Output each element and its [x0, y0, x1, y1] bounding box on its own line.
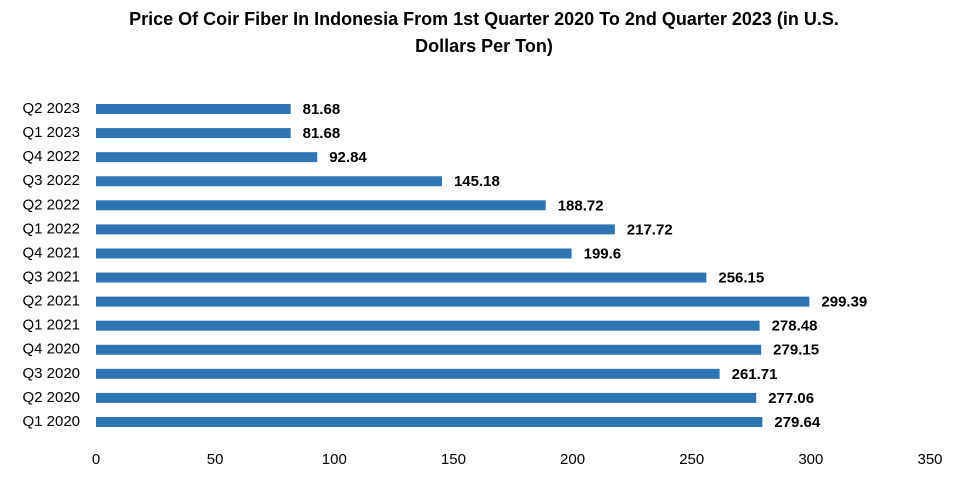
- y-tick-label: Q2 2021: [22, 293, 80, 310]
- bar: [96, 152, 318, 163]
- value-label: 261.71: [732, 366, 778, 383]
- y-tick-label: Q3 2022: [22, 172, 80, 189]
- x-tick-label: 350: [917, 451, 942, 468]
- value-label: 277.06: [768, 390, 814, 407]
- y-tick-label: Q1 2020: [22, 413, 80, 430]
- bar: [96, 224, 615, 235]
- value-label: 278.48: [772, 318, 818, 335]
- bar: [96, 104, 291, 114]
- y-tick-label: Q3 2020: [22, 365, 80, 382]
- y-tick-label: Q4 2020: [22, 341, 80, 358]
- bar: [96, 368, 720, 379]
- value-label: 279.15: [773, 342, 819, 359]
- x-tick-label: 200: [560, 451, 585, 468]
- y-tick-label: Q2 2023: [22, 100, 80, 117]
- bar: [96, 128, 291, 139]
- value-label: 299.39: [821, 294, 867, 311]
- bar: [96, 272, 707, 283]
- value-label: 81.68: [303, 101, 341, 118]
- y-tick-label: Q1 2022: [22, 220, 80, 237]
- value-label: 217.72: [627, 221, 673, 238]
- value-label: 145.18: [454, 173, 500, 190]
- y-tick-label: Q4 2022: [22, 148, 80, 165]
- bar: [96, 296, 810, 307]
- bar: [96, 176, 442, 187]
- y-tick-label: Q1 2021: [22, 317, 80, 334]
- value-label: 199.6: [584, 245, 622, 262]
- x-tick-label: 250: [679, 451, 704, 468]
- bar: [96, 320, 760, 331]
- value-label: 256.15: [718, 270, 764, 287]
- y-tick-label: Q2 2022: [22, 196, 80, 213]
- value-label: 188.72: [558, 197, 604, 214]
- bar: [96, 392, 757, 403]
- value-label: 81.68: [303, 125, 341, 142]
- y-tick-label: Q4 2021: [22, 244, 80, 261]
- bar: [96, 417, 763, 427]
- y-tick-label: Q3 2021: [22, 269, 80, 286]
- y-tick-label: Q2 2020: [22, 389, 80, 406]
- y-tick-label: Q1 2023: [22, 124, 80, 141]
- x-tick-label: 100: [322, 451, 347, 468]
- value-label: 92.84: [329, 149, 367, 166]
- x-tick-label: 0: [92, 451, 100, 468]
- x-tick-label: 50: [207, 451, 224, 468]
- value-label: 279.64: [774, 414, 821, 431]
- chart-title: Price Of Coir Fiber In Indonesia From 1s…: [129, 9, 839, 56]
- x-tick-label: 300: [798, 451, 823, 468]
- bar: [96, 344, 762, 355]
- x-tick-label: 150: [441, 451, 466, 468]
- bar: [96, 200, 546, 211]
- bar: [96, 248, 572, 259]
